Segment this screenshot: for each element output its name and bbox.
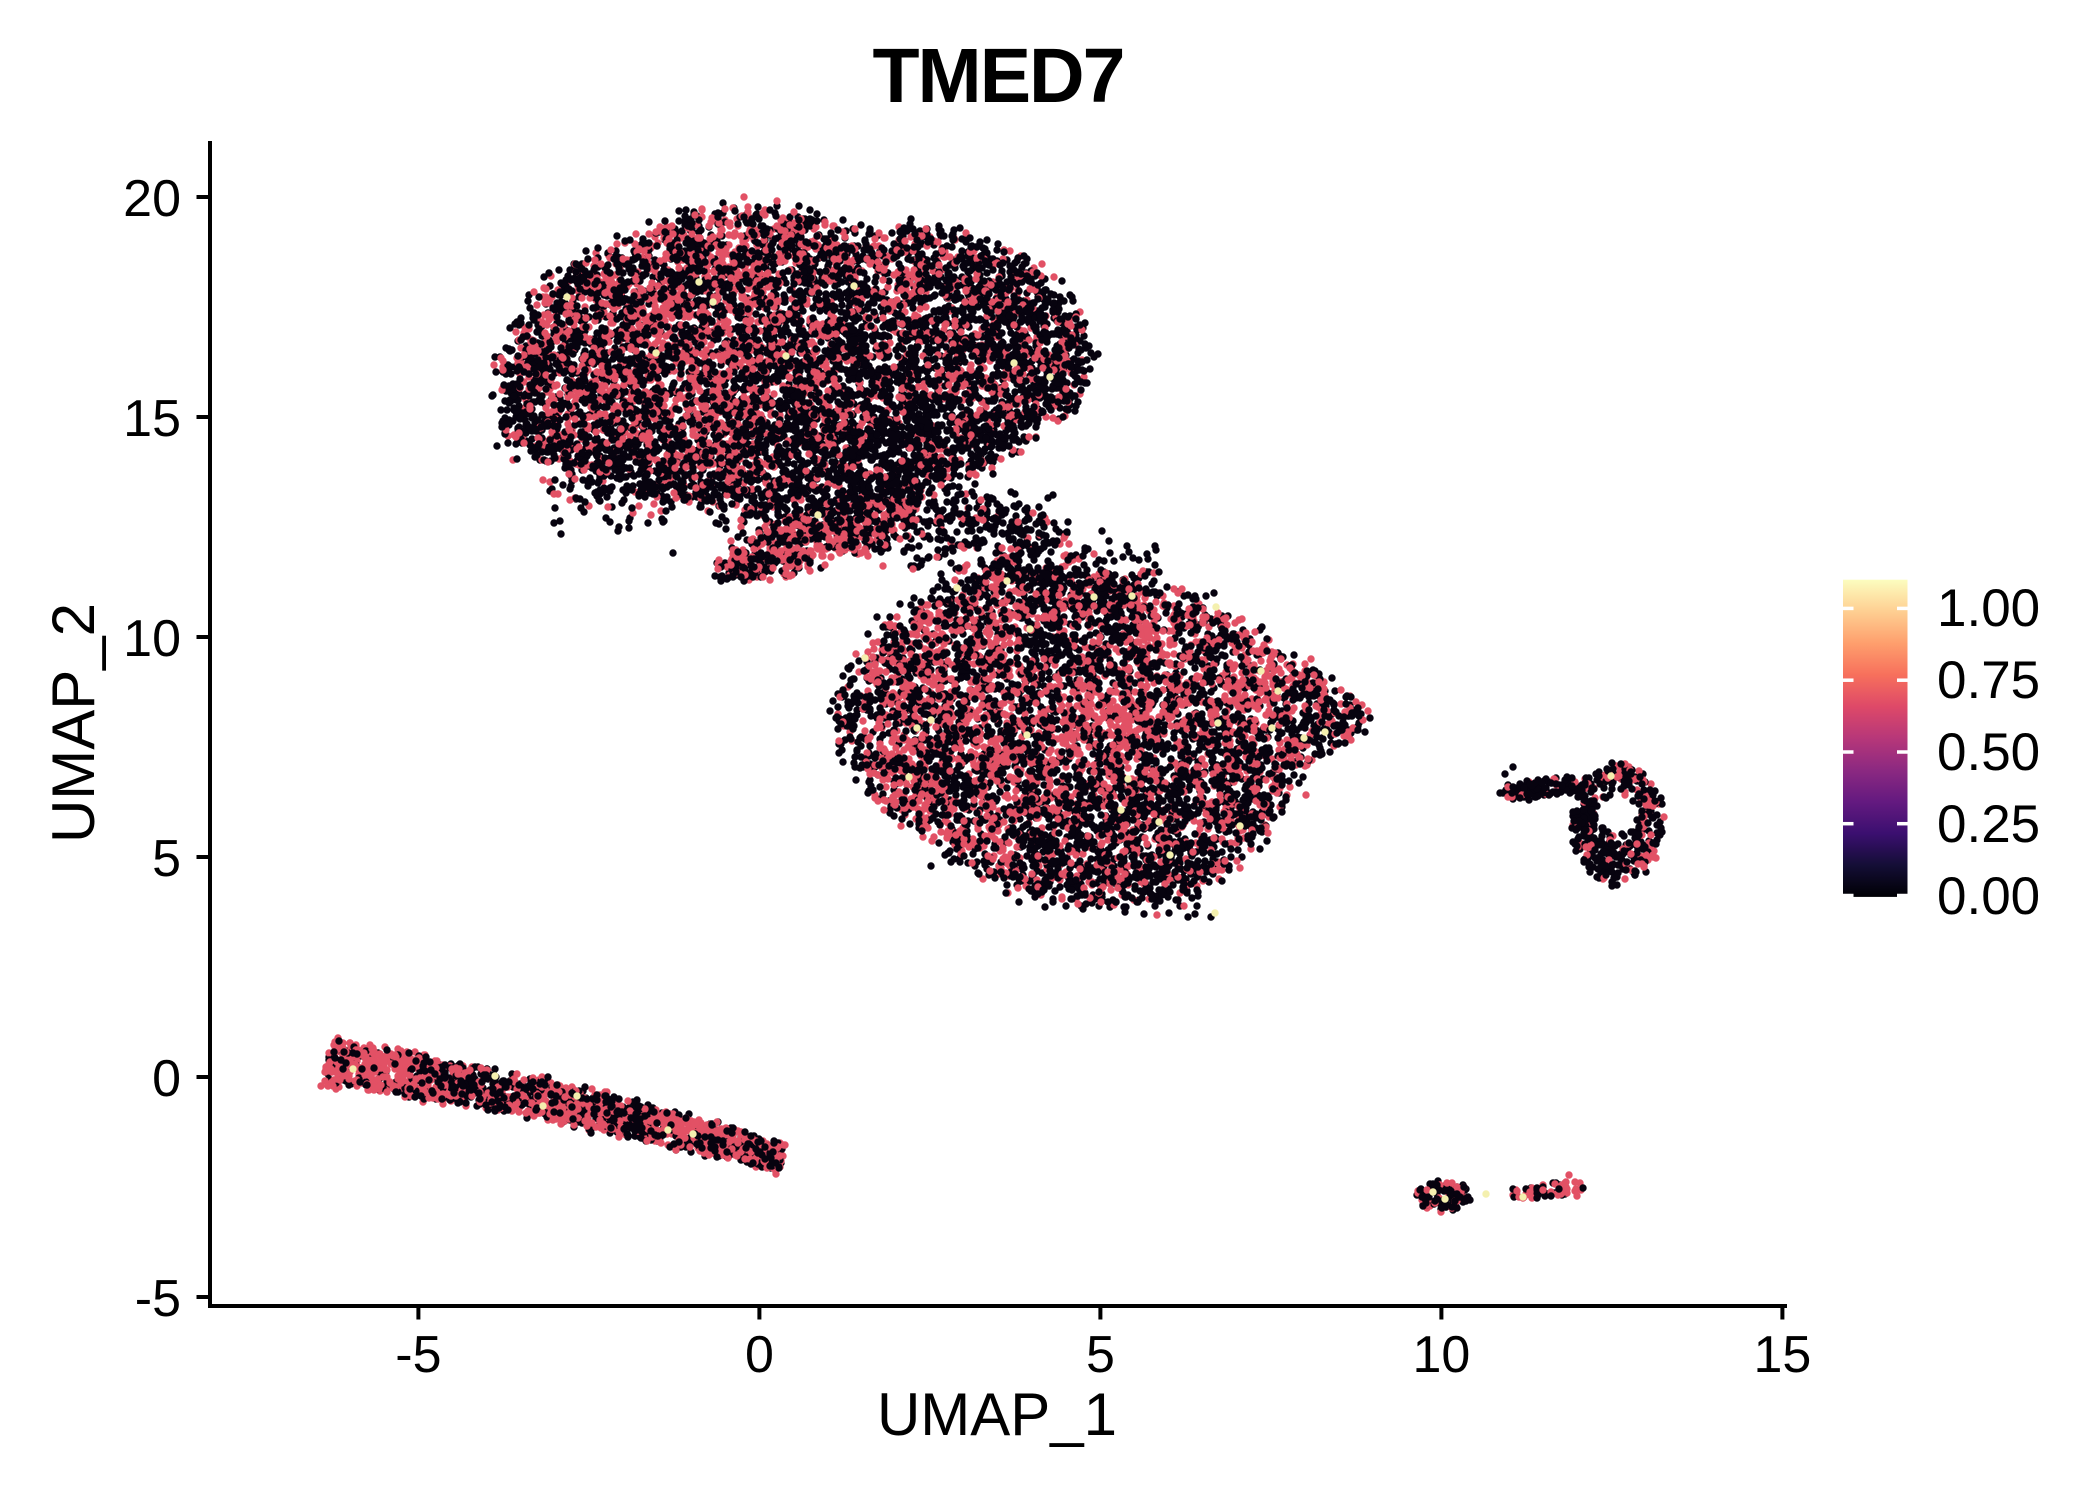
svg-text:15: 15 bbox=[1753, 1326, 1811, 1384]
svg-text:-5: -5 bbox=[395, 1326, 441, 1384]
svg-text:10: 10 bbox=[123, 610, 181, 668]
svg-text:1.00: 1.00 bbox=[1937, 579, 2040, 638]
svg-text:5: 5 bbox=[1086, 1326, 1115, 1384]
svg-text:UMAP_2: UMAP_2 bbox=[40, 603, 107, 843]
svg-text:10: 10 bbox=[1412, 1326, 1470, 1384]
svg-text:TMED7: TMED7 bbox=[873, 33, 1124, 119]
svg-text:0.25: 0.25 bbox=[1937, 795, 2040, 854]
svg-text:0.00: 0.00 bbox=[1937, 867, 2040, 926]
svg-text:20: 20 bbox=[123, 170, 181, 228]
svg-text:-5: -5 bbox=[135, 1270, 181, 1328]
svg-text:0.75: 0.75 bbox=[1937, 651, 2040, 710]
svg-text:0: 0 bbox=[745, 1326, 774, 1384]
svg-text:15: 15 bbox=[123, 390, 181, 448]
svg-text:UMAP_1: UMAP_1 bbox=[877, 1381, 1117, 1448]
svg-text:5: 5 bbox=[152, 830, 181, 888]
svg-text:0.50: 0.50 bbox=[1937, 723, 2040, 782]
svg-text:0: 0 bbox=[152, 1050, 181, 1108]
